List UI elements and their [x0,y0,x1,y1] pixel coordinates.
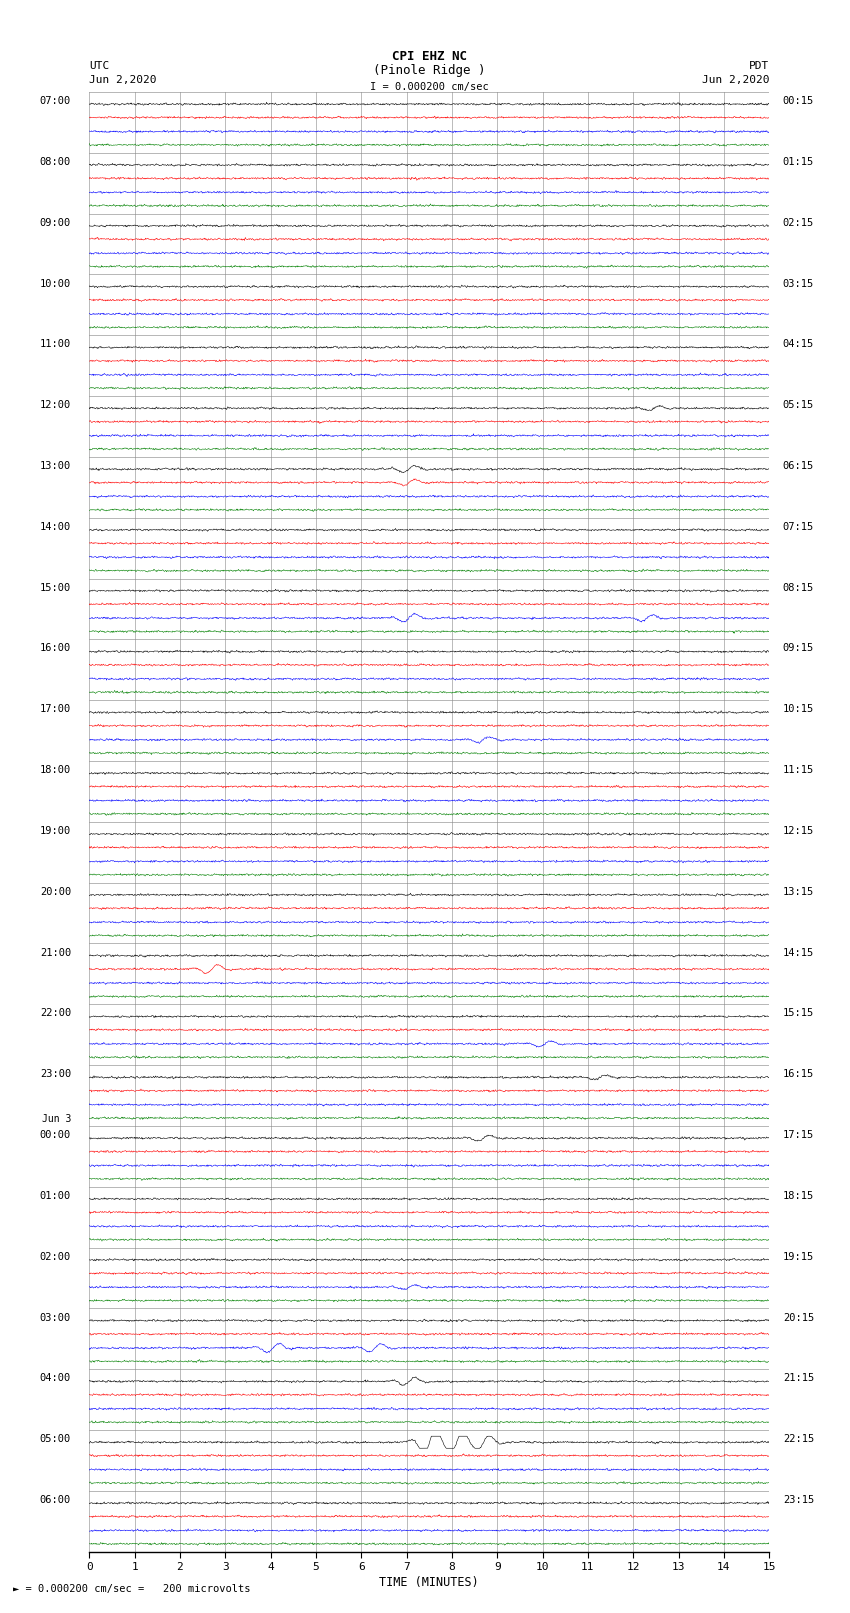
Text: 18:00: 18:00 [40,765,71,776]
Text: (Pinole Ridge ): (Pinole Ridge ) [373,65,485,77]
Text: 16:00: 16:00 [40,644,71,653]
Text: Jun 2,2020: Jun 2,2020 [702,76,769,85]
Text: 01:15: 01:15 [783,156,814,166]
Text: 03:00: 03:00 [40,1313,71,1323]
Text: 18:15: 18:15 [783,1190,814,1202]
Text: 14:15: 14:15 [783,947,814,958]
Text: 22:00: 22:00 [40,1008,71,1018]
X-axis label: TIME (MINUTES): TIME (MINUTES) [379,1576,479,1589]
Text: ► = 0.000200 cm/sec =   200 microvolts: ► = 0.000200 cm/sec = 200 microvolts [13,1584,250,1594]
Text: 02:00: 02:00 [40,1252,71,1261]
Text: 07:15: 07:15 [783,523,814,532]
Text: UTC: UTC [89,61,110,71]
Text: Jun 2,2020: Jun 2,2020 [89,76,156,85]
Text: 22:15: 22:15 [783,1434,814,1444]
Text: 21:00: 21:00 [40,947,71,958]
Text: 12:15: 12:15 [783,826,814,836]
Text: 13:15: 13:15 [783,887,814,897]
Text: 14:00: 14:00 [40,523,71,532]
Text: 13:00: 13:00 [40,461,71,471]
Text: 06:15: 06:15 [783,461,814,471]
Text: Jun 3: Jun 3 [42,1115,71,1124]
Text: 09:15: 09:15 [783,644,814,653]
Text: 21:15: 21:15 [783,1373,814,1384]
Text: 17:00: 17:00 [40,705,71,715]
Text: 20:15: 20:15 [783,1313,814,1323]
Text: 04:15: 04:15 [783,339,814,350]
Text: 16:15: 16:15 [783,1069,814,1079]
Text: 23:15: 23:15 [783,1495,814,1505]
Text: 05:15: 05:15 [783,400,814,410]
Text: 10:15: 10:15 [783,705,814,715]
Text: 08:00: 08:00 [40,156,71,166]
Text: 06:00: 06:00 [40,1495,71,1505]
Text: 23:00: 23:00 [40,1069,71,1079]
Text: 11:15: 11:15 [783,765,814,776]
Text: 19:00: 19:00 [40,826,71,836]
Text: 15:00: 15:00 [40,582,71,592]
Text: 08:15: 08:15 [783,582,814,592]
Text: 00:00: 00:00 [40,1131,71,1140]
Text: 11:00: 11:00 [40,339,71,350]
Text: I = 0.000200 cm/sec: I = 0.000200 cm/sec [370,82,489,92]
Text: 10:00: 10:00 [40,279,71,289]
Text: 09:00: 09:00 [40,218,71,227]
Text: 17:15: 17:15 [783,1131,814,1140]
Text: 15:15: 15:15 [783,1008,814,1018]
Text: 20:00: 20:00 [40,887,71,897]
Text: 01:00: 01:00 [40,1190,71,1202]
Text: 12:00: 12:00 [40,400,71,410]
Text: 04:00: 04:00 [40,1373,71,1384]
Text: 00:15: 00:15 [783,97,814,106]
Text: 05:00: 05:00 [40,1434,71,1444]
Text: CPI EHZ NC: CPI EHZ NC [392,50,467,63]
Text: 07:00: 07:00 [40,97,71,106]
Text: 19:15: 19:15 [783,1252,814,1261]
Text: PDT: PDT [749,61,769,71]
Text: 03:15: 03:15 [783,279,814,289]
Text: 02:15: 02:15 [783,218,814,227]
